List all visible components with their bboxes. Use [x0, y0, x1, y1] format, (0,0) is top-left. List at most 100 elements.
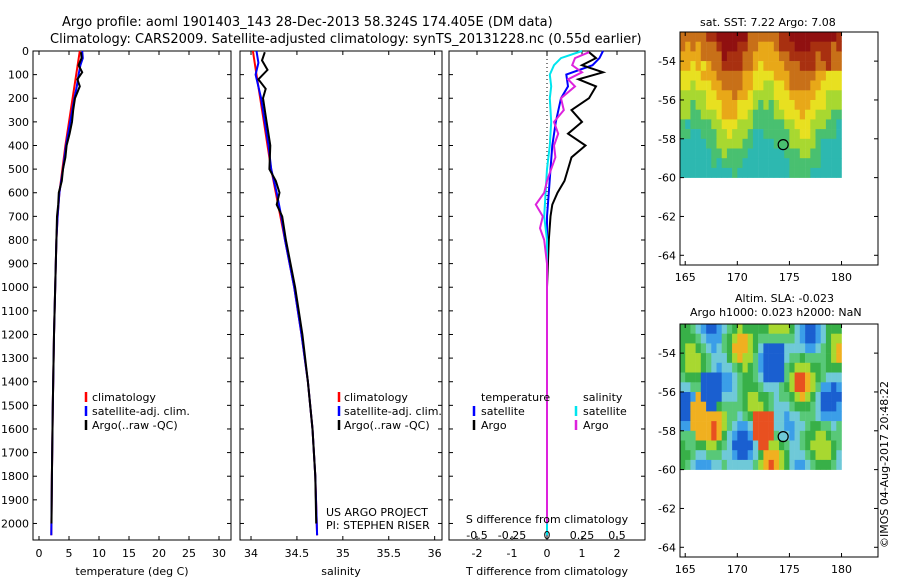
map-cell	[763, 61, 769, 72]
map-cell	[773, 421, 780, 432]
map-cell	[680, 32, 686, 42]
map-cell	[805, 372, 811, 383]
map-cell	[716, 70, 722, 81]
x-tick-label: 35.5	[376, 547, 401, 560]
map-cell	[747, 343, 754, 354]
map-cell	[758, 51, 764, 62]
map-cell	[758, 158, 764, 169]
map-cell	[752, 129, 759, 140]
map-cell	[700, 353, 707, 364]
map-cell	[711, 80, 717, 91]
map-cell	[784, 61, 790, 72]
map-cell	[779, 421, 785, 432]
map-cell	[732, 440, 738, 451]
map-cell	[836, 167, 842, 178]
map-cell	[825, 80, 832, 91]
map-cell	[768, 411, 775, 422]
series-line	[254, 50, 319, 536]
map-cell	[711, 382, 717, 393]
map-cell	[711, 353, 717, 364]
map-cell	[711, 411, 717, 422]
y-tick-label: 400	[8, 139, 29, 152]
map-cell	[815, 90, 821, 101]
map-cell	[820, 421, 827, 432]
map-cell	[747, 138, 754, 149]
map-cell	[716, 353, 722, 364]
map-cell	[825, 119, 832, 130]
map-cell	[794, 382, 801, 393]
map-cell	[700, 362, 707, 373]
map-cell	[799, 382, 806, 393]
map-cell	[706, 80, 712, 91]
y-tick-label: 200	[8, 92, 29, 105]
legend-label: satellite	[583, 405, 627, 418]
map-cell	[711, 167, 717, 178]
map-cell	[831, 333, 837, 344]
map-cell	[737, 382, 743, 393]
map-cell	[700, 61, 707, 72]
map-cell	[711, 372, 717, 383]
map-cell	[685, 401, 691, 412]
map-cell	[784, 32, 790, 42]
map-cell	[711, 333, 717, 344]
map-cell	[758, 450, 764, 461]
map-cell	[773, 324, 780, 334]
s-tick-label: 0	[544, 529, 551, 542]
map-cell	[815, 430, 821, 441]
map-cell	[742, 411, 748, 422]
map-cell	[799, 41, 806, 52]
map-cell	[732, 51, 738, 62]
map-cell	[737, 343, 743, 354]
map-cell	[810, 70, 816, 81]
map-cell	[706, 372, 712, 383]
map-cell	[779, 450, 785, 461]
map-cell	[690, 421, 696, 432]
y-tick-label: -62	[658, 502, 676, 515]
map-cell	[747, 61, 754, 72]
map-cell	[831, 41, 837, 52]
map-cell	[747, 353, 754, 364]
map-cell	[810, 440, 816, 451]
map-cell	[810, 343, 816, 354]
map-cell	[799, 430, 806, 441]
map-cell	[758, 392, 764, 402]
map-cell	[836, 392, 842, 402]
map-cell	[810, 109, 816, 120]
map-cell	[794, 80, 801, 91]
map-cell	[711, 138, 717, 149]
map-cell	[779, 119, 785, 130]
map-cell	[711, 430, 717, 441]
map-cell	[810, 148, 816, 159]
map-cell	[700, 401, 707, 412]
map-cell	[836, 440, 842, 451]
map-cell	[768, 333, 775, 344]
map-cell	[805, 129, 811, 140]
map-cell	[794, 353, 801, 364]
map-cell	[726, 119, 733, 130]
map-cell	[805, 440, 811, 451]
legend-label: satellite-adj. clim.	[92, 405, 190, 418]
map-cell	[805, 430, 811, 441]
map-cell	[716, 430, 722, 441]
map-cell	[721, 70, 728, 81]
map-cell	[784, 70, 790, 81]
map-cell	[747, 51, 754, 62]
y-tick-label: 1200	[1, 328, 29, 341]
map-cell	[825, 100, 832, 110]
map-cell	[799, 421, 806, 432]
map-cell	[836, 324, 842, 334]
map-cell	[747, 80, 754, 91]
map-cell	[768, 32, 775, 42]
map-cell	[726, 411, 733, 422]
map-cell	[716, 362, 722, 373]
map-cell	[700, 80, 707, 91]
map-cell	[789, 421, 795, 432]
map-cell	[711, 459, 717, 470]
map-cell	[831, 119, 837, 130]
map-cell	[680, 138, 686, 149]
map-cell	[706, 119, 712, 130]
map-cell	[763, 324, 769, 334]
map-cell	[752, 158, 759, 169]
map-cell	[716, 411, 722, 422]
map-cell	[773, 80, 780, 91]
